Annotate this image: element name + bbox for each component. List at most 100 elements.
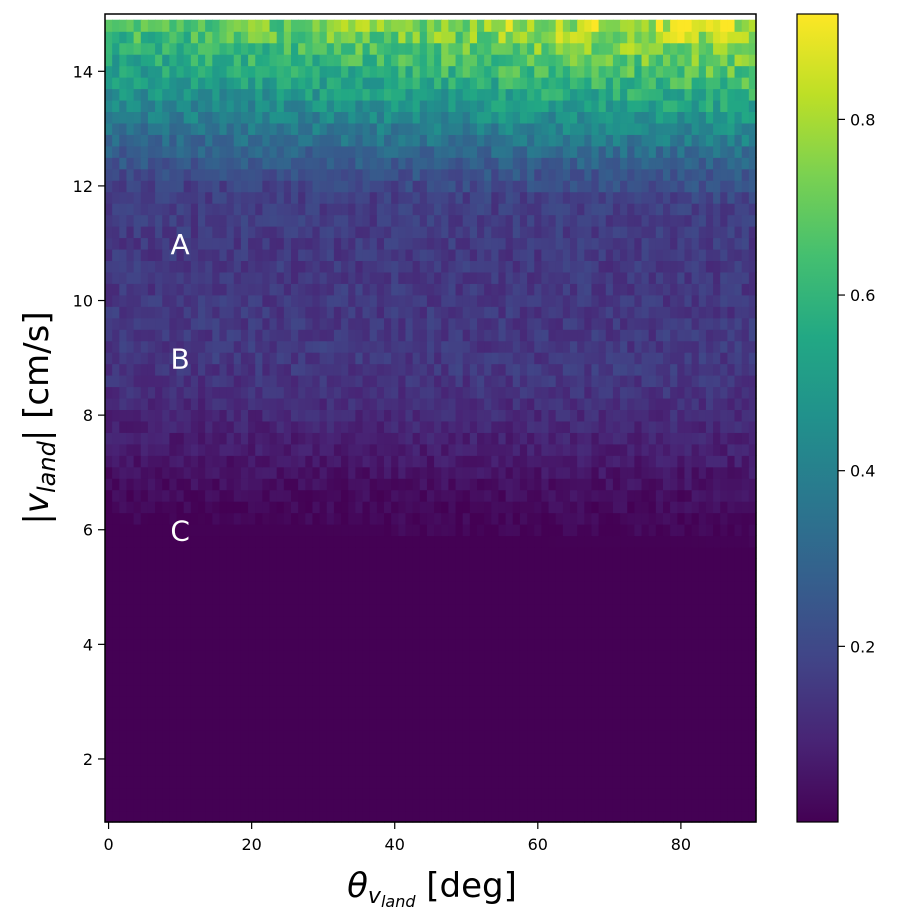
heatmap-cell [612,294,621,307]
heatmap-cell [705,386,714,399]
heatmap-cell [419,604,428,617]
heatmap-cell [105,375,113,388]
heatmap-cell [648,776,657,789]
heatmap-cell [412,260,421,273]
heatmap-cell [605,283,614,296]
heatmap-cell [198,226,206,239]
heatmap-cell [240,730,249,743]
heatmap-cell [455,271,464,284]
heatmap-cell [641,627,650,640]
heatmap-cell [369,214,378,227]
heatmap-cell [591,203,600,216]
heatmap-cell [441,638,449,651]
heatmap-cell [477,455,485,468]
heatmap-cell [384,558,392,571]
heatmap-cell [591,569,600,582]
heatmap-cell [448,306,457,319]
heatmap-cell [570,306,578,319]
heatmap-cell [691,535,700,548]
heatmap-cell [384,455,392,468]
heatmap-cell [584,753,593,766]
heatmap-cell [477,684,485,697]
heatmap-cell [269,501,278,514]
heatmap-cell [620,317,628,330]
heatmap-cell [269,776,278,789]
heatmap-cell [441,397,449,410]
heatmap-cell [126,776,135,789]
heatmap-cell [720,695,728,708]
heatmap-cell [226,741,235,754]
heatmap-cell [169,764,178,777]
heatmap-cell [691,581,700,594]
heatmap-cell [648,363,657,376]
heatmap-cell [462,661,471,674]
heatmap-cell [183,340,192,353]
heatmap-cell [283,661,292,674]
heatmap-cell [176,535,185,548]
heatmap-cell [705,799,714,812]
heatmap-cell [312,375,321,388]
heatmap-cell [677,524,686,537]
heatmap-cell [748,478,757,491]
heatmap-cell [391,512,399,525]
heatmap-cell [655,524,664,537]
heatmap-cell [133,764,142,777]
heatmap-cell [126,592,135,605]
heatmap-cell [341,718,349,731]
heatmap-cell [105,569,113,582]
heatmap-cell [283,535,292,548]
heatmap-cell [512,386,521,399]
heatmap-cell [698,340,707,353]
heatmap-cell [119,352,128,365]
heatmap-cell [605,546,614,559]
heatmap-cell [333,248,342,262]
heatmap-cell [305,375,314,388]
heatmap-cell [155,524,163,537]
heatmap-cell [698,260,707,273]
heatmap-cell [620,397,628,410]
heatmap-cell [183,799,192,812]
heatmap-cell [462,420,471,433]
heatmap-cell [391,684,399,697]
heatmap-cell [648,203,657,216]
heatmap-cell [326,569,335,582]
heatmap-cell [212,294,221,307]
heatmap-cell [384,787,392,800]
heatmap-cell [169,684,178,697]
heatmap-cell [219,283,228,296]
heatmap-cell [477,352,485,365]
heatmap-cell [426,673,435,686]
heatmap-cell [155,375,163,388]
heatmap-cell [305,707,314,720]
heatmap-cell [312,592,321,605]
heatmap-cell [255,248,263,262]
heatmap-cell [126,787,135,800]
heatmap-cell [240,317,249,330]
heatmap-cell [455,260,464,273]
heatmap-cell [262,317,271,330]
heatmap-cell [333,397,342,410]
heatmap-cell [541,306,550,319]
heatmap-cell [677,501,686,514]
heatmap-cell [269,604,278,617]
heatmap-cell [140,260,149,273]
heatmap-cell [226,237,235,250]
heatmap-cell [605,409,614,422]
heatmap-cell [291,524,299,537]
heatmap-cell [419,810,428,823]
heatmap-cell [384,627,392,640]
heatmap-cell [605,810,614,823]
heatmap-cell [326,695,335,708]
heatmap-cell [670,397,678,410]
heatmap-cell [698,615,707,628]
heatmap-cell [126,455,135,468]
heatmap-cell [291,592,299,605]
heatmap-cell [727,546,736,559]
heatmap-cell [663,352,671,365]
heatmap-cell [162,397,170,410]
heatmap-cell [362,455,371,468]
heatmap-cell [133,271,142,284]
heatmap-cell [591,306,600,319]
heatmap-cell [677,592,686,605]
heatmap-cell [176,810,185,823]
